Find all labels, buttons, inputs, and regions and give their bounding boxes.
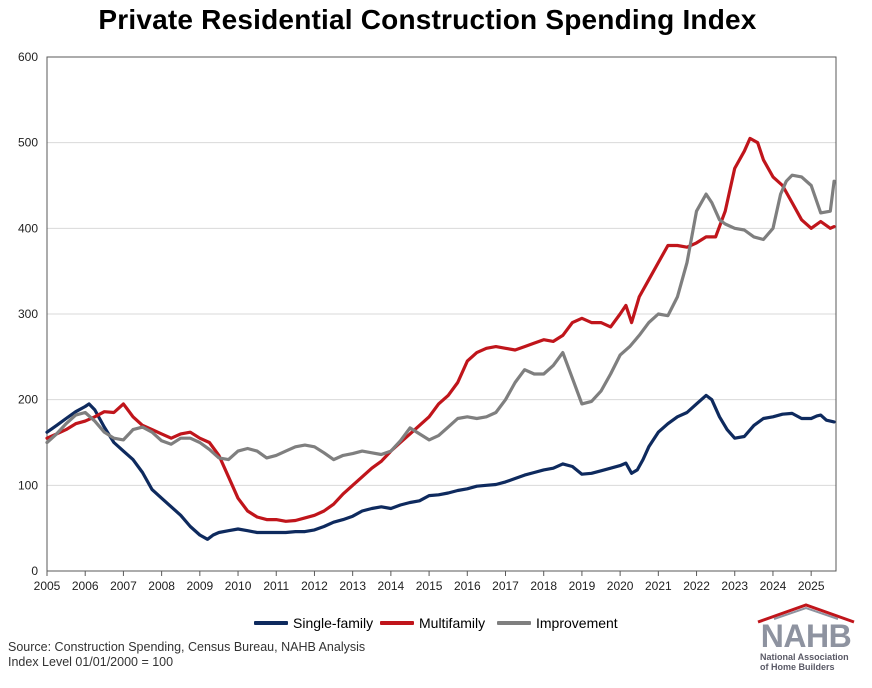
chart-title: Private Residential Construction Spendin…: [98, 4, 757, 35]
legend-label-multifamily: Multifamily: [419, 615, 486, 631]
x-tick-label: 2023: [721, 579, 748, 593]
legend-swatch-single-family: [254, 621, 288, 625]
x-tick-label: 2022: [683, 579, 710, 593]
x-tick-label: 2025: [798, 579, 825, 593]
x-tick-label: 2024: [760, 579, 787, 593]
x-tick-label: 2009: [186, 579, 213, 593]
legend: Single-family Multifamily Improvement: [0, 615, 872, 635]
x-tick-label: 2006: [72, 579, 99, 593]
legend-label-single-family: Single-family: [293, 615, 374, 631]
x-tick-label: 2017: [492, 579, 519, 593]
legend-item-single-family: Single-family: [254, 615, 373, 631]
house-roof-icon: [757, 603, 855, 624]
axes: [46, 56, 837, 576]
logo-subtitle: National Association of Home Builders: [760, 652, 862, 672]
x-tick-label: 2018: [530, 579, 557, 593]
x-tick-label: 2015: [416, 579, 443, 593]
logo-subtitle-line: of Home Builders: [760, 662, 835, 672]
tick-labels: 0 100 200 300 400 500 600 2005 2006 2007 2008 2009 2…: [18, 50, 825, 593]
legend-label-improvement: Improvement: [536, 615, 618, 631]
x-tick-label: 2007: [110, 579, 137, 593]
x-tick-label: 2020: [607, 579, 634, 593]
nahb-logo: NAHB National Association of Home Builde…: [754, 602, 866, 682]
y-tick-label: 600: [18, 50, 38, 64]
x-tick-label: 2012: [301, 579, 328, 593]
y-tick-label: 200: [18, 393, 38, 407]
y-tick-label: 400: [18, 221, 38, 235]
logo-wordmark: NAHB: [760, 618, 852, 654]
x-tick-label: 2019: [569, 579, 596, 593]
plot-frame: [46, 56, 837, 572]
x-tick-label: 2011: [263, 579, 289, 593]
y-tick-label: 500: [18, 136, 38, 150]
y-tick-label: 0: [31, 564, 38, 578]
source-note: Source: Construction Spending, Census Bu…: [8, 640, 365, 670]
x-tick-label: 2005: [34, 579, 61, 593]
series-line-multifamily: [45, 136, 836, 523]
series-line-single-family: [45, 393, 836, 541]
logo-subtitle-line: National Association: [760, 652, 849, 662]
series-line-improvement: [45, 173, 836, 462]
legend-item-improvement: Improvement: [497, 615, 618, 631]
x-tick-label: 2014: [378, 579, 405, 593]
index-base-line: Index Level 01/01/2000 = 100: [8, 655, 174, 669]
legend-item-multifamily: Multifamily: [380, 615, 485, 631]
x-tick-label: 2016: [454, 579, 481, 593]
x-tick-label: 2021: [645, 579, 672, 593]
line-chart: 0 100 200 300 400 500 600 2005 2006 2007 2008 2009 2…: [18, 50, 837, 593]
x-tick-label: 2013: [339, 579, 366, 593]
source-line: Source: Construction Spending, Census Bu…: [8, 640, 366, 654]
x-tick-label: 2008: [148, 579, 175, 593]
x-tick-label: 2010: [225, 579, 252, 593]
y-tick-label: 300: [18, 307, 38, 321]
legend-swatch-improvement: [497, 621, 531, 625]
legend-swatch-multifamily: [380, 621, 414, 625]
y-tick-label: 100: [18, 478, 38, 492]
series-lines: [45, 136, 836, 541]
